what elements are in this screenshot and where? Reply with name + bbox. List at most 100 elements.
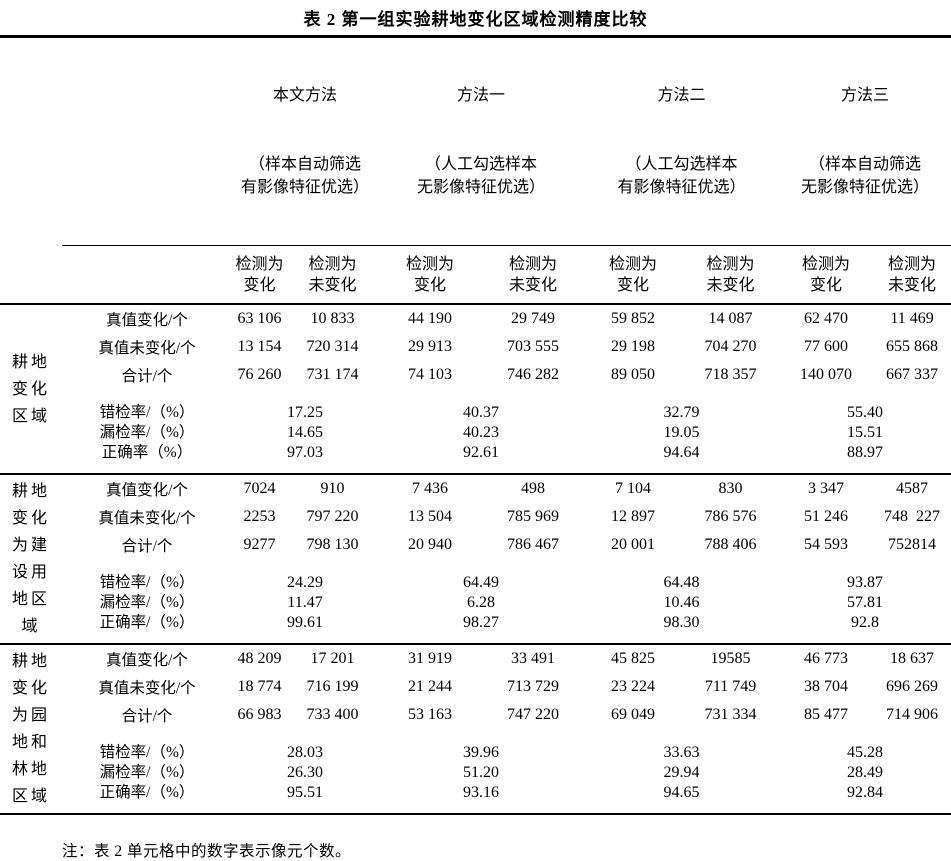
- row-label: 真值未变化/个: [98, 340, 196, 357]
- cell-value: 7 104: [615, 480, 652, 497]
- method-name: 方法一: [457, 87, 506, 104]
- cell-value: 798 130: [306, 536, 359, 553]
- table-row: 合计/个 66 983 733 400 53 163 747 220 69 04…: [0, 701, 951, 729]
- cell-value: 40.23: [463, 424, 500, 441]
- cell-value: 14.65: [287, 424, 323, 441]
- cell-value: 910: [320, 480, 345, 497]
- cell-value: 62 470: [804, 310, 849, 327]
- cell-value: 48 209: [237, 650, 282, 667]
- cell-value: 44 190: [408, 310, 453, 327]
- table-row: 合计/个 76 260 731 174 74 103 746 282 89 05…: [0, 361, 951, 389]
- cell-value: 785 969: [507, 508, 560, 525]
- table-row: 错检率/（%） 24.29 64.49 64.48 93.87: [0, 559, 951, 593]
- cell-value: 85 477: [804, 706, 849, 723]
- method-header: 本文方法 （样本自动筛选 有影像特征优选）: [232, 36, 379, 246]
- cell-value: 38 704: [804, 678, 849, 695]
- method-name: 本文方法: [273, 87, 338, 104]
- cell-value: 711 749: [704, 678, 757, 695]
- table-row: 错检率/（%） 17.25 40.37 32.79 55.40: [0, 389, 951, 423]
- detect-column-header: 检测为 变化: [232, 245, 287, 305]
- cell-value: 99.61: [232, 613, 379, 645]
- row-label: 漏检率/（%）: [99, 594, 195, 611]
- method-header: 方法二 （人工勾选样本 有影像特征优选）: [584, 36, 780, 246]
- cell-value: 704 270: [704, 338, 757, 355]
- cell-value: 64.48: [663, 574, 700, 591]
- label-blank: [62, 36, 232, 246]
- cell-value: 714 906: [886, 706, 939, 723]
- cell-value: 718 357: [704, 366, 757, 383]
- cell-value: 92.8: [779, 613, 951, 645]
- cell-value: 19.05: [663, 424, 700, 441]
- cell-value: 14 087: [708, 310, 753, 327]
- cell-value: 64.49: [463, 574, 500, 591]
- cell-value: 93.87: [847, 574, 884, 591]
- row-label: 错检率/（%）: [99, 404, 195, 421]
- cell-value: 9277: [243, 536, 276, 553]
- cell-value: 29 198: [611, 338, 656, 355]
- cell-value: 696 269: [886, 678, 939, 695]
- cell-value: 786 576: [704, 508, 757, 525]
- cell-value: 26.30: [287, 764, 323, 781]
- cell-value: 89 050: [611, 366, 656, 383]
- detect-column-header: 检测为 未变化: [682, 245, 780, 305]
- cell-value: 94.64: [584, 443, 780, 475]
- row-label: 真值未变化/个: [98, 680, 196, 697]
- cell-value: 20 001: [611, 536, 656, 553]
- cell-value: 2253: [243, 508, 276, 525]
- detect-column-header: 检测为 变化: [378, 245, 483, 305]
- cell-value: 720 314: [306, 338, 359, 355]
- cell-value: 98.30: [584, 613, 780, 645]
- method-desc: （样本自动筛选 有影像特征优选）: [241, 156, 370, 196]
- cell-value: 786 467: [507, 536, 560, 553]
- section-label: 耕地 变化 区域: [0, 304, 62, 475]
- cell-value: 746 282: [507, 366, 560, 383]
- cell-value: 46 773: [804, 650, 849, 667]
- row-label: 正确率/（%）: [62, 613, 232, 645]
- table-row: 正确率/（%） 95.51 93.16 94.65 92.84: [0, 783, 951, 815]
- cell-value: 63 106: [237, 310, 282, 327]
- cell-value: 45.28: [847, 744, 884, 761]
- table-row: 真值未变化/个 2253 797 220 13 504 785 969 12 8…: [0, 503, 951, 531]
- cell-value: 59 852: [611, 310, 656, 327]
- cell-value: 57.81: [847, 594, 884, 611]
- cell-value: 3 347: [808, 480, 845, 497]
- method-desc: （样本自动筛选 无影像特征优选）: [801, 156, 930, 196]
- cell-value: 94.65: [584, 783, 780, 815]
- cell-value: 21 244: [408, 678, 453, 695]
- detect-column-header: 检测为 变化: [584, 245, 683, 305]
- cell-value: 13 504: [408, 508, 453, 525]
- row-label: 正确率/（%）: [62, 783, 232, 815]
- cell-value: 29.94: [663, 764, 700, 781]
- detect-column-header: 检测为 变化: [779, 245, 874, 305]
- cell-value: 29 749: [511, 310, 556, 327]
- table-note: 注：表 2 单元格中的数字表示像元个数。: [62, 843, 352, 860]
- cell-value: 6.28: [467, 594, 496, 611]
- accuracy-table: 本文方法 （样本自动筛选 有影像特征优选） 方法一 （人工勾选样本 无影像特征优…: [0, 35, 951, 815]
- cell-value: 733 400: [306, 706, 359, 723]
- row-label: 错检率/（%）: [99, 574, 195, 591]
- cell-value: 24.29: [287, 574, 323, 591]
- cell-value: 45 825: [611, 650, 656, 667]
- cell-value: 498: [521, 480, 546, 497]
- cell-value: 4587: [896, 480, 929, 497]
- method-name: 方法三: [841, 87, 890, 104]
- paper-page: 表 2 第一组实验耕地变化区域检测精度比较 本文方法 （样本自动筛选 有影像特征…: [0, 10, 951, 860]
- row-label: 真值变化/个: [106, 652, 188, 669]
- cell-value: 76 260: [237, 366, 282, 383]
- label-blank: [62, 245, 232, 305]
- cell-value: 731 334: [704, 706, 757, 723]
- cell-value: 19585: [710, 650, 751, 667]
- cell-value: 13 154: [237, 338, 282, 355]
- cell-value: 667 337: [886, 366, 939, 383]
- row-label: 合计/个: [121, 708, 173, 725]
- method-header: 方法三 （样本自动筛选 无影像特征优选）: [779, 36, 951, 246]
- cell-value: 66 983: [237, 706, 282, 723]
- table-row: 合计/个 9277 798 130 20 940 786 467 20 001 …: [0, 531, 951, 559]
- row-label: 合计/个: [121, 538, 173, 555]
- cell-value: 18 637: [890, 650, 935, 667]
- cell-value: 655 868: [886, 338, 939, 355]
- cell-value: 12 897: [611, 508, 656, 525]
- method-header-row: 本文方法 （样本自动筛选 有影像特征优选） 方法一 （人工勾选样本 无影像特征优…: [0, 36, 951, 305]
- row-label: 真值变化/个: [106, 482, 188, 499]
- cell-value: 51 246: [804, 508, 849, 525]
